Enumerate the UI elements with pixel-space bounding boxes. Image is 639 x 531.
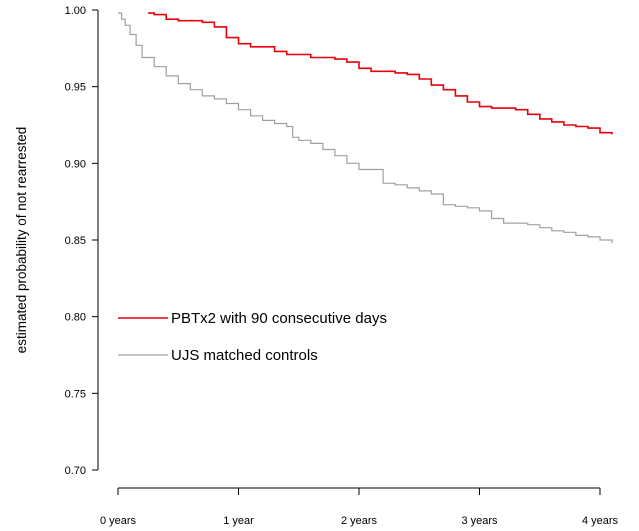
- x-tick-label: 2 years: [341, 515, 378, 527]
- y-tick-label: 0.95: [65, 82, 86, 94]
- x-tick-label: 3 years: [461, 515, 498, 527]
- axes: 0.70 0.75 0.80 0.85 0.90 0.95 1.00 0 years 1 yea…: [65, 5, 619, 527]
- legend: PBTx2 with 90 consecutive days UJS matche…: [118, 310, 387, 364]
- x-tick-label: 1 year: [223, 515, 254, 527]
- y-tick-label: 0.85: [65, 235, 86, 247]
- y-tick-label: 0.75: [65, 388, 86, 400]
- series-lines: [118, 12, 613, 244]
- y-tick-label: 0.70: [65, 465, 86, 477]
- x-tick-label: 0 years: [100, 515, 137, 527]
- y-tick-label: 0.80: [65, 312, 86, 324]
- y-tick-label: 0.90: [65, 158, 86, 170]
- legend-label-2: UJS matched controls: [171, 347, 318, 364]
- y-axis-title: estimated probability of not rearrested: [14, 127, 29, 354]
- x-tick-label: 4 years: [582, 515, 619, 527]
- legend-label-1: PBTx2 with 90 consecutive days: [171, 310, 387, 327]
- series-line-2: [118, 12, 613, 244]
- series-line-1: [148, 12, 613, 135]
- y-tick-label: 1.00: [65, 5, 86, 17]
